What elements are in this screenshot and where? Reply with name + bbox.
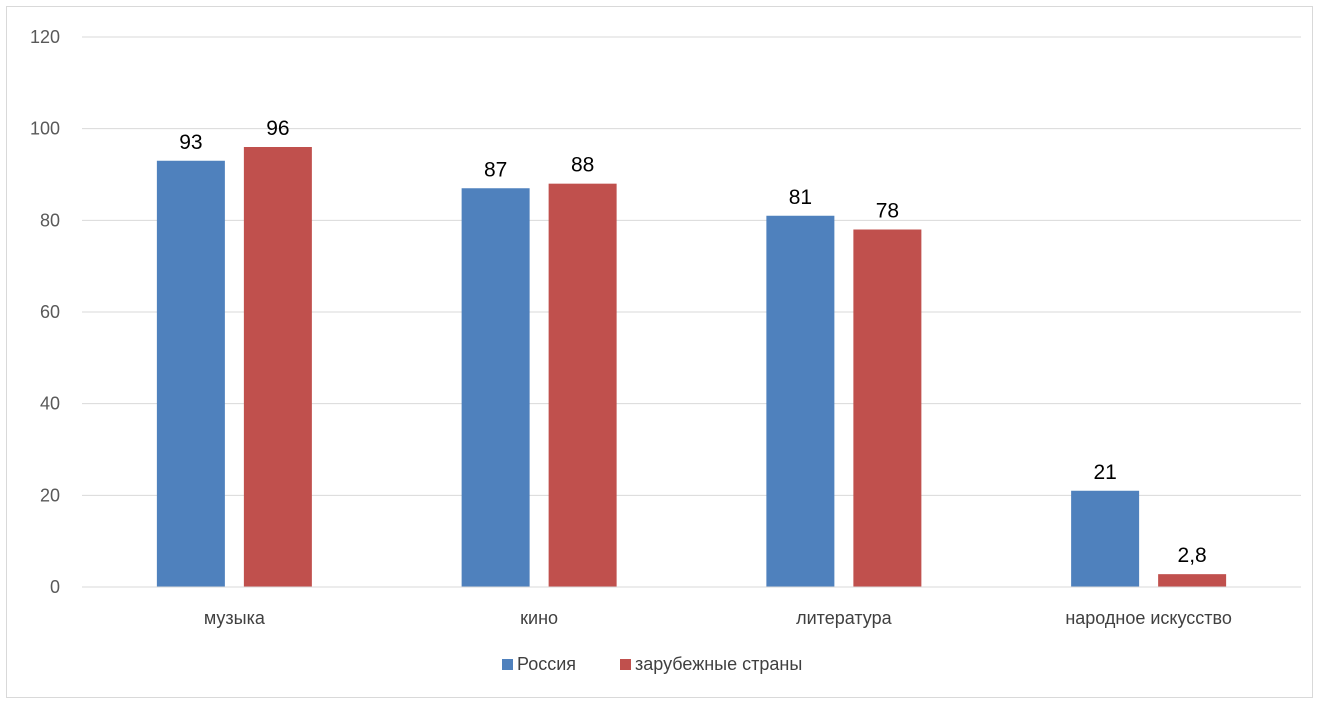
bar-russia [461, 188, 530, 587]
y-tick-label: 100 [30, 119, 60, 139]
category-label: народное искусство [1065, 608, 1232, 628]
bar-russia [766, 215, 835, 587]
y-tick-label: 0 [50, 577, 60, 597]
y-tick-label: 20 [40, 485, 60, 505]
y-tick-label: 120 [30, 27, 60, 47]
legend-swatch [502, 659, 513, 670]
bar-foreign [1158, 574, 1227, 587]
y-tick-label: 60 [40, 302, 60, 322]
y-tick-label: 40 [40, 394, 60, 414]
data-label: 78 [876, 200, 899, 223]
bar-russia [156, 160, 225, 587]
bar-russia [1071, 490, 1140, 587]
data-label: 21 [1093, 461, 1116, 484]
data-label: 93 [179, 131, 202, 154]
data-label: 81 [789, 186, 812, 209]
legend-swatch [620, 659, 631, 670]
legend-label: зарубежные страны [635, 654, 802, 674]
data-label: 2,8 [1178, 544, 1207, 567]
bar-foreign [548, 183, 617, 587]
legend-label: Россия [517, 654, 576, 674]
data-label: 88 [571, 154, 594, 177]
data-label: 96 [266, 117, 289, 140]
category-label: музыка [204, 608, 266, 628]
bar-foreign [853, 229, 922, 587]
category-label: кино [520, 608, 558, 628]
data-label: 87 [484, 158, 507, 181]
category-label: литература [796, 608, 892, 628]
bar-foreign [243, 147, 312, 587]
y-tick-label: 80 [40, 210, 60, 230]
